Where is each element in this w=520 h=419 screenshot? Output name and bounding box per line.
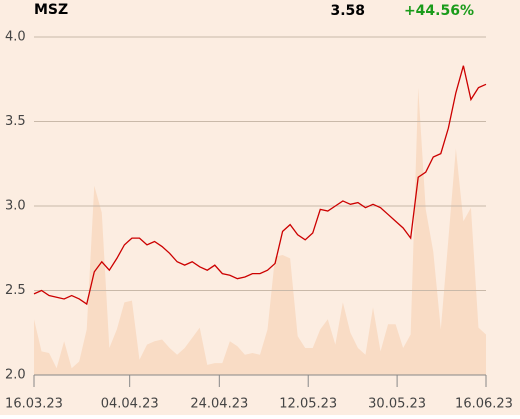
last-price: 3.58: [330, 3, 365, 19]
y-tick-label: 3.5: [5, 114, 26, 129]
price-line: [33, 65, 487, 306]
x-tick-label: 04.04.23: [101, 397, 159, 412]
x-tick-label: 16.03.23: [5, 397, 63, 412]
x-tick-label: 24.04.23: [190, 397, 248, 412]
x-tick-label: 16.06.23: [455, 397, 513, 412]
y-tick-label: 4.0: [5, 30, 26, 45]
y-tick-label: 2.0: [5, 368, 26, 383]
price-change: +44.56%: [404, 3, 474, 19]
y-tick-label: 2.5: [5, 283, 26, 298]
y-tick-label: 3.0: [5, 199, 26, 214]
symbol: MSZ: [34, 2, 68, 18]
volume-area: [34, 87, 486, 375]
x-tick-label: 30.05.23: [368, 397, 426, 412]
x-tick-label: 12.05.23: [279, 397, 337, 412]
